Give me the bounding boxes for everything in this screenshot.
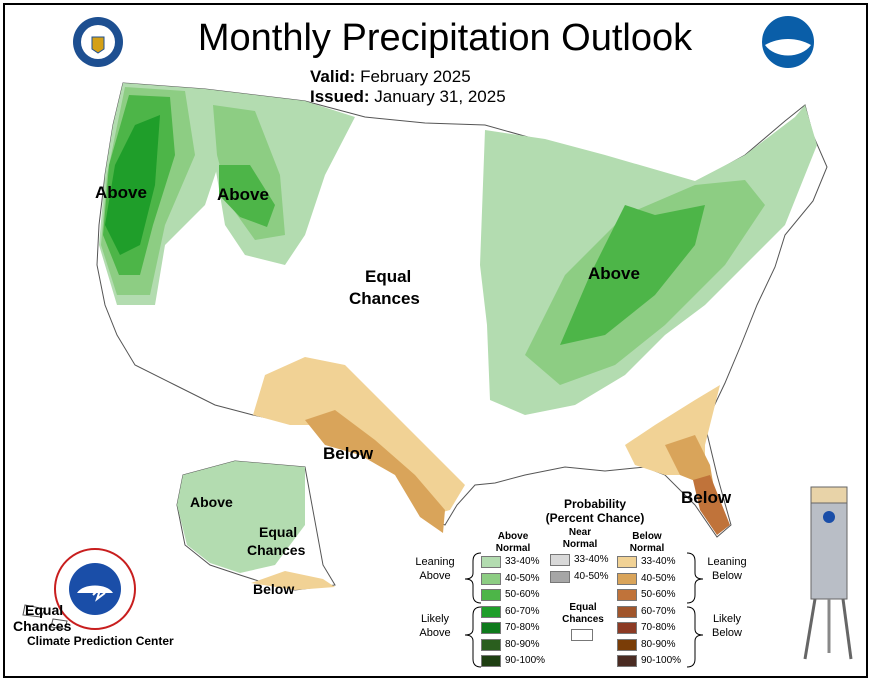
legend-leaning-below-1: Leaning xyxy=(707,556,747,568)
legend-below-label: 70-80% xyxy=(641,622,676,633)
legend-above-swatch xyxy=(481,572,501,585)
legend-below-head-1: Below xyxy=(632,531,662,542)
valid-value: February 2025 xyxy=(360,67,471,86)
legend-left-braces xyxy=(464,552,482,668)
legend-leaning-above: Leaning Above xyxy=(407,555,463,583)
legend-below-head: Below Normal xyxy=(617,531,677,555)
legend-equal-1: Equal xyxy=(569,602,597,613)
above-east-50 xyxy=(560,205,705,345)
legend-above-swatch xyxy=(481,589,501,601)
legend-title-2: (Percent Chance) xyxy=(545,511,645,525)
legend-right-braces xyxy=(686,552,704,668)
legend-leaning-below-2: Below xyxy=(712,570,742,582)
legend-above-swatch xyxy=(481,605,501,618)
legend-near-label: 40-50% xyxy=(574,570,609,582)
legend-title-1: Probability xyxy=(563,497,626,511)
below-sw-40 xyxy=(305,410,445,533)
legend-below-swatch xyxy=(617,638,637,651)
noaa-logo xyxy=(762,16,814,68)
legend-above-swatch xyxy=(481,638,501,651)
legend-near-swatch xyxy=(550,570,570,583)
legend-below-swatch xyxy=(617,655,637,667)
legend-below-label: 40-50% xyxy=(641,572,676,584)
legend-below-label: 33-40% xyxy=(641,556,676,567)
legend-below-swatch xyxy=(617,572,637,585)
page-title: Monthly Precipitation Outlook xyxy=(197,17,693,59)
label-equal-2: Chances xyxy=(349,289,420,308)
legend-above-label: 80-90% xyxy=(505,638,540,650)
legend-likely-below: Likely Below xyxy=(697,612,757,640)
legend-likely-below-2: Below xyxy=(712,627,742,639)
legend-leaning-above-2: Above xyxy=(419,570,451,582)
legend-below-label: 50-60% xyxy=(641,589,676,600)
legend-near-head-1: Near xyxy=(568,527,592,538)
legend-below-label: 60-70% xyxy=(641,605,676,617)
above-west-60 xyxy=(105,115,160,255)
label-ak-equal-1: Equal xyxy=(259,524,298,540)
alaska-above-33 xyxy=(177,461,305,573)
legend-above-label: 33-40% xyxy=(505,556,540,567)
legend-above-label: 90-100% xyxy=(505,655,546,666)
label-above-idaho: Above xyxy=(217,185,269,204)
legend-equal-2: Chances xyxy=(562,614,604,625)
legend-below-label: 90-100% xyxy=(641,655,682,666)
legend-likely-above-1: Likely xyxy=(420,613,450,625)
legend-likely-above-2: Above xyxy=(419,627,451,639)
commerce-seal-logo xyxy=(73,17,123,67)
label-hi-equal-2: Chances xyxy=(13,618,72,634)
legend-equal-swatch xyxy=(571,629,593,641)
legend-above-swatch xyxy=(481,556,501,568)
legend-below-swatch xyxy=(617,605,637,618)
legend-near-head-2: Normal xyxy=(562,539,598,550)
legend-near-label: 33-40% xyxy=(574,554,609,565)
label-hi-equal-1: Equal xyxy=(25,602,64,618)
outlook-frame: Monthly Precipitation Outlook Valid: Feb… xyxy=(3,3,868,678)
legend-above-head-2: Normal xyxy=(495,543,531,554)
label-above-ohio: Above xyxy=(588,264,640,283)
legend-above-label: 70-80% xyxy=(505,622,540,633)
valid-row: Valid: February 2025 xyxy=(310,67,471,87)
rain-gauge-image xyxy=(803,486,853,660)
legend-above-head: Above Normal xyxy=(483,531,543,555)
label-below-fl: Below xyxy=(681,488,732,507)
valid-label: Valid: xyxy=(310,67,356,86)
nws-logo xyxy=(54,548,136,630)
legend-below-head-2: Normal xyxy=(629,543,665,554)
legend-leaning-below: Leaning Below xyxy=(697,555,757,583)
label-equal-1: Equal xyxy=(365,267,412,286)
legend-below-label: 80-90% xyxy=(641,638,676,650)
cpc-label: Climate Prediction Center xyxy=(27,634,174,648)
legend-leaning-above-1: Leaning xyxy=(415,556,455,568)
legend-above-swatch xyxy=(481,655,501,667)
legend-above-label: 40-50% xyxy=(505,572,540,584)
legend-equal-chances: Equal Chances xyxy=(555,602,611,626)
hawaii-islands xyxy=(22,604,68,630)
legend-above-head-1: Above xyxy=(497,531,529,542)
legend-above-label: 50-60% xyxy=(505,589,540,600)
legend-near-swatch xyxy=(550,554,570,566)
legend-below-swatch xyxy=(617,556,637,568)
issued-label: Issued: xyxy=(310,87,370,106)
legend-likely-below-1: Likely xyxy=(712,613,742,625)
label-below-sw: Below xyxy=(323,444,374,463)
below-fl-40 xyxy=(665,435,717,505)
legend-below-swatch xyxy=(617,622,637,634)
alaska-below-33 xyxy=(251,571,335,590)
below-fl-50 xyxy=(693,475,730,535)
legend-likely-above: Likely Above xyxy=(407,612,463,640)
legend-below-swatch xyxy=(617,589,637,601)
precipitation-map xyxy=(22,82,828,630)
above-idaho-50 xyxy=(219,165,275,227)
legend-near-head: Near Normal xyxy=(550,527,610,551)
issued-row: Issued: January 31, 2025 xyxy=(310,87,506,107)
label-ak-below: Below xyxy=(253,581,295,597)
label-above-west: Above xyxy=(95,183,147,202)
issued-value: January 31, 2025 xyxy=(374,87,506,106)
legend-above-swatch xyxy=(481,622,501,634)
label-ak-equal-2: Chances xyxy=(247,542,306,558)
label-ak-above: Above xyxy=(190,494,233,510)
legend-above-label: 60-70% xyxy=(505,605,540,617)
